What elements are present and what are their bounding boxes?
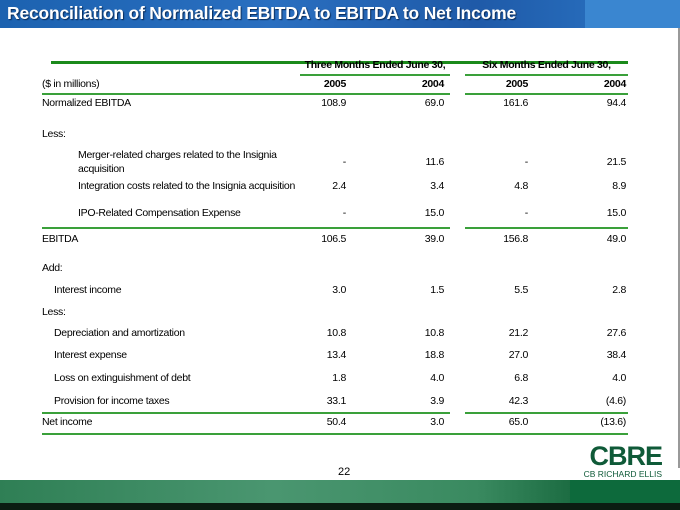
year-header: 2004: [603, 78, 626, 90]
cell-value: (13.6): [600, 416, 626, 428]
row-label: Merger-related charges related to the In…: [78, 149, 277, 161]
cell-value: 42.3: [508, 395, 529, 407]
cell-value: 50.4: [326, 416, 347, 428]
header-rule: [300, 74, 450, 76]
cell-value: 156.8: [503, 233, 528, 245]
cell-value: 1.8: [332, 372, 346, 384]
cell-value: -: [342, 207, 347, 219]
year-header: 2005: [505, 78, 528, 90]
row-label: Provision for income taxes: [54, 395, 170, 407]
year-header: 2004: [421, 78, 444, 90]
logo-mark: CBRE: [589, 441, 663, 471]
cell-value: -: [524, 207, 529, 219]
subtotal-rule: [42, 412, 450, 414]
footer-band-block: [570, 480, 680, 503]
cell-value: 1.5: [430, 284, 444, 296]
cell-value: 21.5: [606, 156, 627, 168]
row-label: Net income: [42, 416, 93, 428]
header-six-months: Six Months Ended June 30,: [482, 59, 611, 71]
cell-value: 15.0: [606, 207, 627, 219]
cell-value: 3.9: [430, 395, 444, 407]
cbre-logo: CBRE CB RICHARD ELLIS: [582, 441, 663, 480]
cell-value: 161.6: [503, 97, 528, 109]
cell-value: 94.4: [606, 97, 627, 109]
row-label: Interest income: [54, 284, 122, 296]
row-label: Add:: [42, 262, 63, 274]
cell-value: 3.0: [332, 284, 346, 296]
cell-value: 108.9: [321, 97, 346, 109]
row-label: Less:: [42, 128, 66, 140]
slide-title: Reconciliation of Normalized EBITDA to E…: [7, 3, 517, 23]
row-label: IPO-Related Compensation Expense: [78, 207, 241, 219]
top-rule: [51, 61, 628, 64]
page-number: 22: [338, 466, 351, 478]
cell-value: 65.0: [508, 416, 529, 428]
header-rule: [465, 74, 628, 76]
footer-band: [0, 480, 680, 503]
subtotal-rule: [465, 412, 628, 414]
cell-value: 10.8: [326, 327, 347, 339]
row-label: Less:: [42, 306, 66, 318]
cell-value: 106.5: [321, 233, 346, 245]
cell-value: 27.0: [508, 349, 529, 361]
cell-value: 21.2: [508, 327, 529, 339]
right-border: [678, 28, 680, 468]
cell-value: 6.8: [514, 372, 528, 384]
cell-value: 33.1: [326, 395, 347, 407]
cell-value: 15.0: [424, 207, 445, 219]
cell-value: 8.9: [612, 180, 626, 192]
cell-value: 49.0: [606, 233, 627, 245]
row-label: Integration costs related to the Insigni…: [78, 180, 295, 192]
bottom-rule: [42, 433, 628, 435]
years-rule: [42, 93, 450, 95]
cell-value: 4.0: [612, 372, 626, 384]
cell-value: -: [524, 156, 529, 168]
title-bar: [0, 0, 680, 28]
cell-value: 39.0: [424, 233, 445, 245]
row-label: Loss on extinguishment of debt: [54, 372, 191, 384]
cell-value: 2.4: [332, 180, 346, 192]
cell-value: 18.8: [424, 349, 445, 361]
cell-value: 38.4: [606, 349, 627, 361]
row-label-continued: acquisition: [78, 163, 125, 175]
row-label: EBITDA: [42, 233, 79, 245]
cell-value: 11.6: [425, 156, 445, 168]
title-bar-accent: [585, 0, 680, 28]
cell-value: 13.4: [326, 349, 347, 361]
cell-value: 5.5: [514, 284, 528, 296]
row-label: Interest expense: [54, 349, 127, 361]
logo-subtext: CB RICHARD ELLIS: [583, 469, 662, 479]
row-label: Normalized EBITDA: [42, 97, 131, 109]
years-rule: [465, 93, 628, 95]
row-label: Depreciation and amortization: [54, 327, 185, 339]
footer-bar: [0, 503, 680, 510]
year-header: 2005: [323, 78, 346, 90]
header-three-months: Three Months Ended June 30,: [304, 59, 446, 71]
cell-value: (4.6): [605, 395, 626, 407]
cell-value: 4.0: [430, 372, 444, 384]
cell-value: 27.6: [606, 327, 627, 339]
subtotal-rule: [465, 227, 628, 229]
subtotal-rule: [42, 227, 450, 229]
cell-value: -: [342, 156, 347, 168]
cell-value: 3.0: [430, 416, 444, 428]
cell-value: 69.0: [424, 97, 445, 109]
cell-value: 3.4: [430, 180, 444, 192]
cell-value: 2.8: [612, 284, 626, 296]
units-label: ($ in millions): [42, 78, 100, 90]
cell-value: 4.8: [514, 180, 528, 192]
cell-value: 10.8: [424, 327, 445, 339]
